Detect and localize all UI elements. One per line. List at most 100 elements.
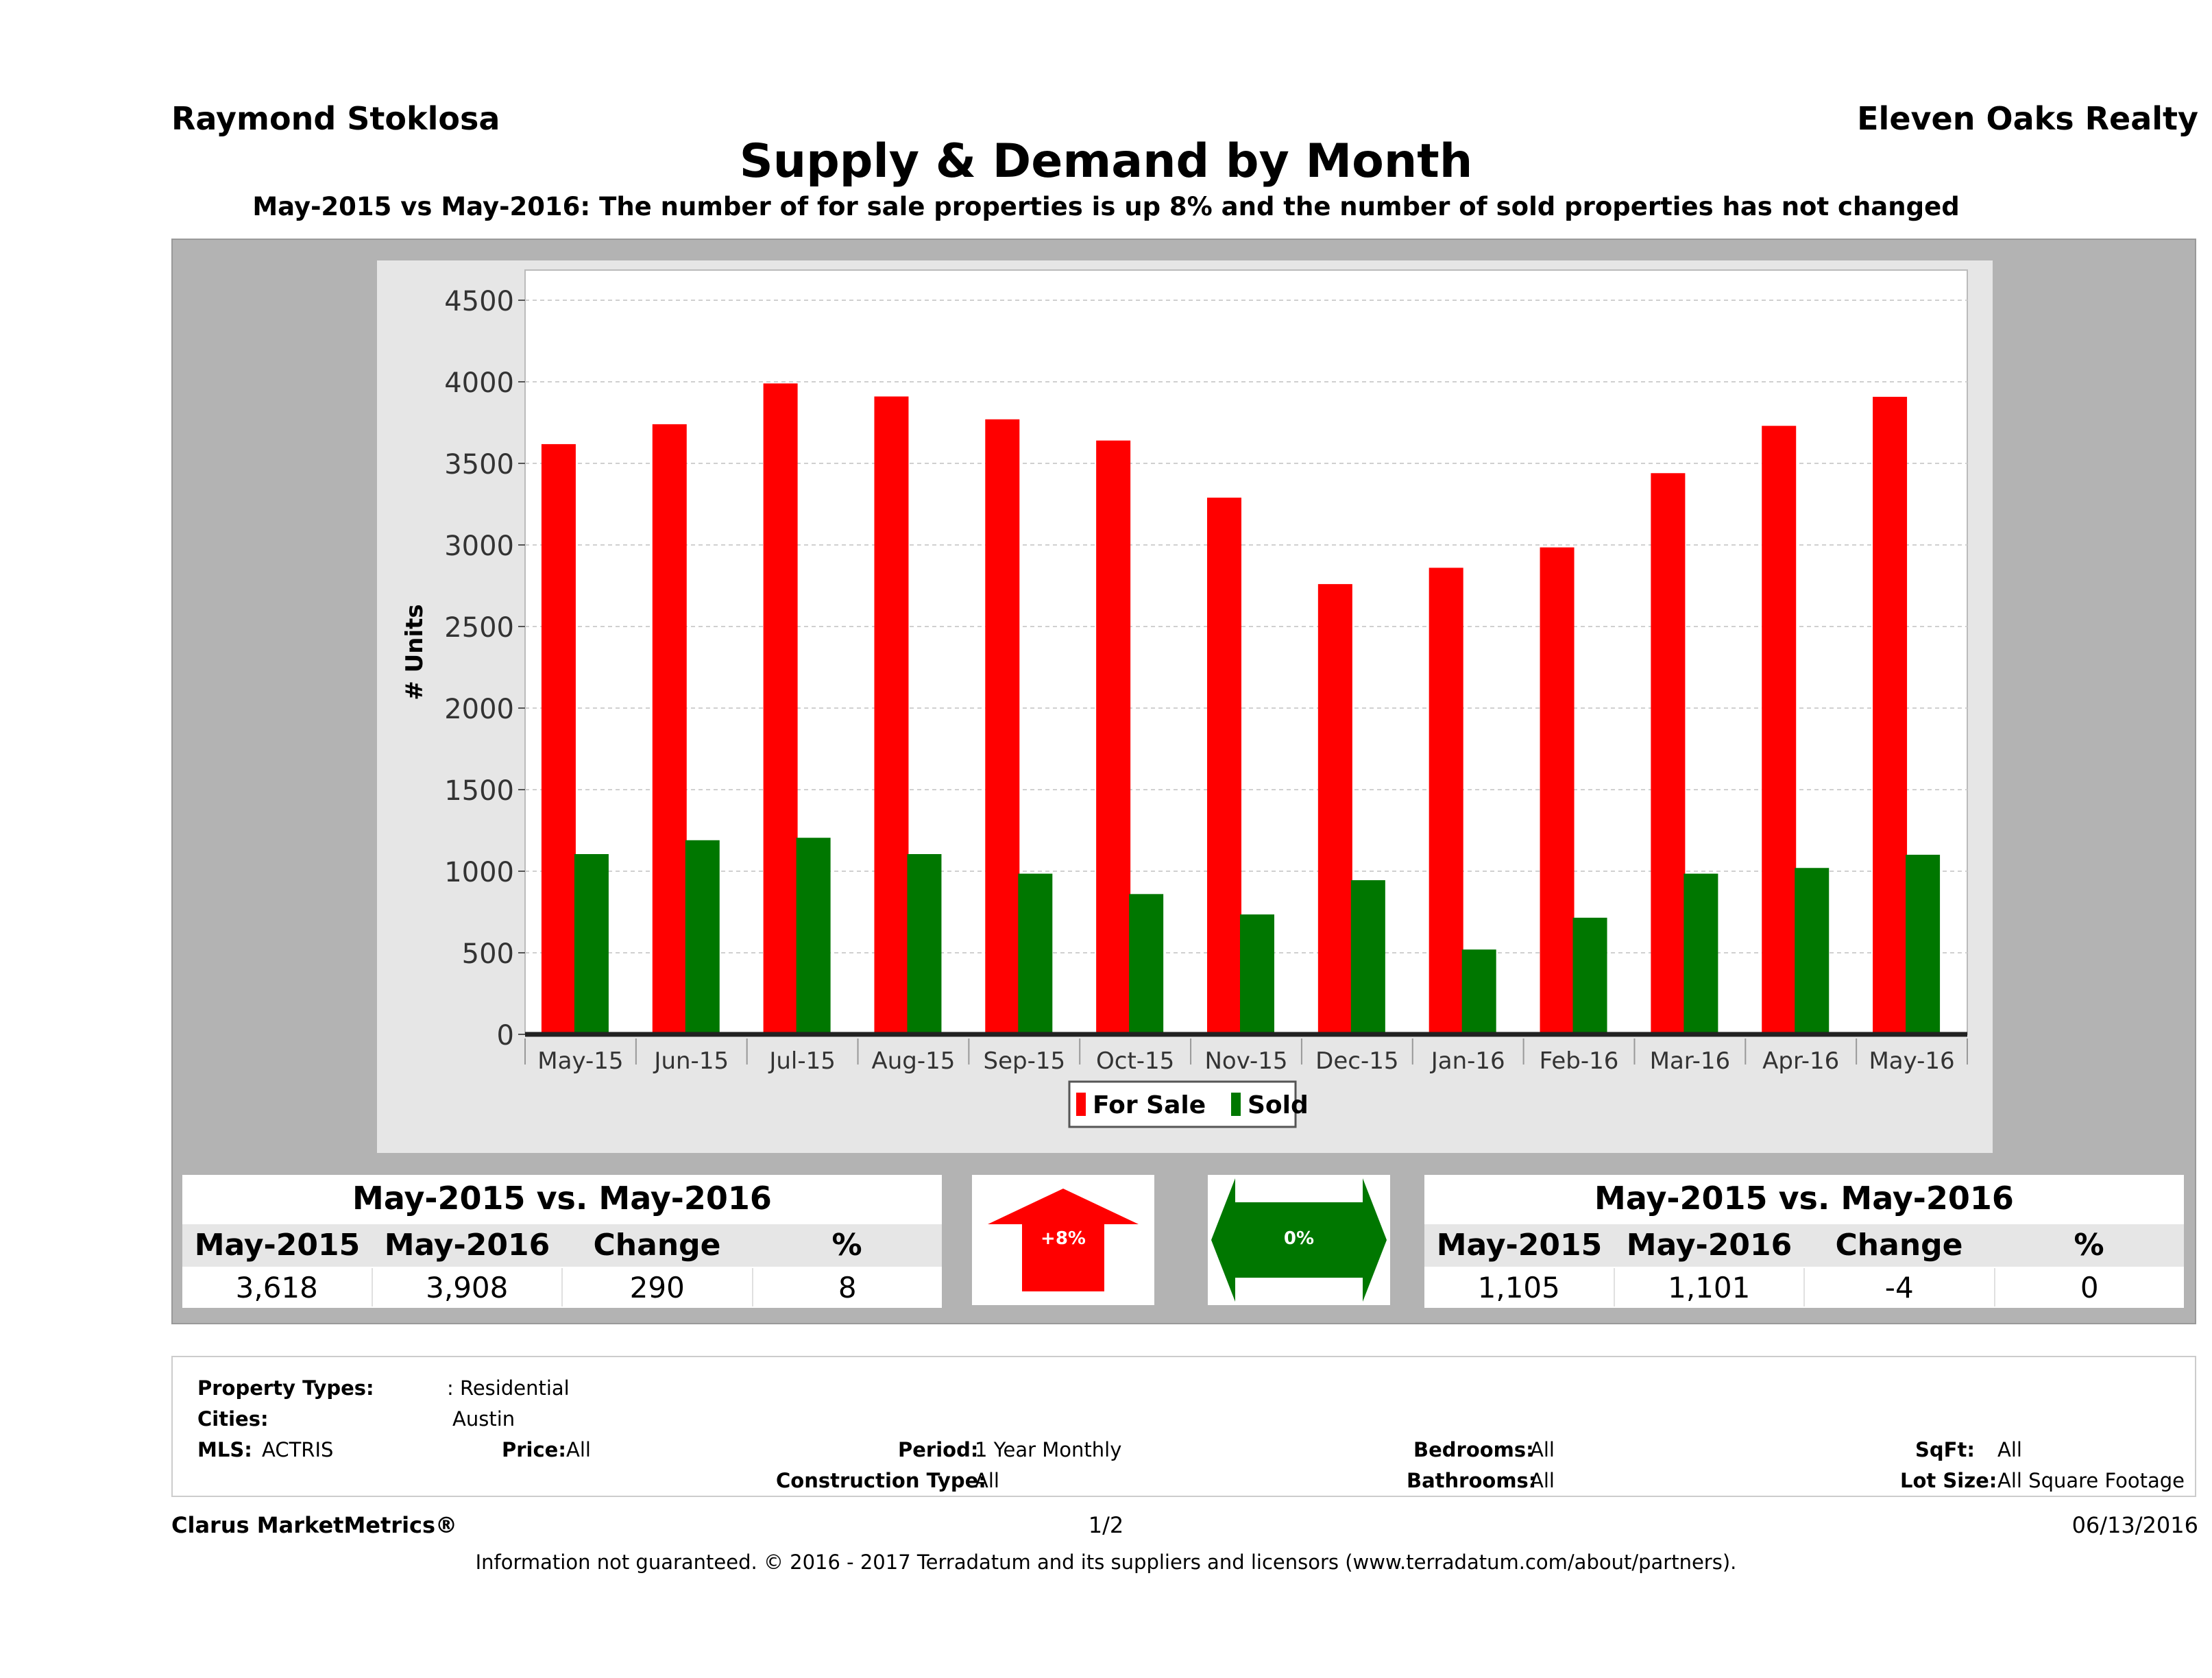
sold-summary-table: May-2015 vs. May-2016 May-2015 May-2016 … [1424, 1175, 2184, 1308]
y-tick-label: 3000 [444, 531, 514, 562]
legend-label: For Sale [1093, 1091, 1206, 1119]
for-sale-summary-table: May-2015 vs. May-2016 May-2015 May-2016 … [182, 1175, 942, 1308]
lot-size-value: All Square Footage [1997, 1469, 2185, 1492]
bar-sold [1018, 873, 1053, 1034]
table-cell: 3,618 [182, 1268, 373, 1306]
construction-type-label: Construction Type: [776, 1469, 986, 1492]
x-tick-label: Jun-15 [653, 1047, 729, 1075]
price-value: All [566, 1438, 591, 1461]
cities-label: Cities: [197, 1407, 269, 1431]
disclaimer: Information not guaranteed. © 2016 - 201… [475, 1551, 1737, 1574]
y-tick-label: 1000 [444, 857, 514, 888]
column-header: May-2015 [194, 1228, 361, 1263]
table-cell: 290 [563, 1268, 753, 1306]
bar-for-sale [652, 424, 687, 1034]
x-tick-label: Aug-15 [872, 1047, 956, 1075]
report-date: 06/13/2016 [2071, 1512, 2198, 1538]
period-label: Period: [898, 1438, 979, 1461]
report-title: Supply & Demand by Month [739, 134, 1473, 189]
bar-for-sale [763, 383, 798, 1034]
column-header: % [2074, 1228, 2104, 1263]
for-sale-summary-header-row: May-2015 May-2016 Change % [182, 1224, 942, 1267]
search-criteria-panel: Property Types: : Residential Cities: Au… [171, 1356, 2196, 1497]
bar-sold [1129, 894, 1164, 1034]
bar-for-sale [1651, 473, 1686, 1034]
sqft-label: SqFt: [1915, 1438, 1975, 1461]
y-tick-label: 0 [497, 1020, 514, 1051]
construction-type-value: All [975, 1469, 999, 1492]
legend-swatch [1231, 1093, 1241, 1116]
legend-box [1068, 1080, 1297, 1128]
x-tick-label: Apr-16 [1762, 1047, 1839, 1075]
bar-for-sale [1096, 440, 1131, 1034]
table-cell: 1,105 [1424, 1268, 1615, 1306]
mls-value: ACTRIS [262, 1438, 334, 1461]
y-tick-label: 3500 [444, 449, 514, 481]
legend-swatch [1076, 1093, 1086, 1116]
bedrooms-value: All [1530, 1438, 1555, 1461]
column-header: May-2016 [384, 1228, 550, 1263]
y-tick-label: 500 [462, 938, 514, 970]
column-header: May-2016 [1626, 1228, 1792, 1263]
x-tick-label: May-16 [1869, 1047, 1954, 1075]
bar-sold [1240, 914, 1274, 1034]
report-subtitle: May-2015 vs May-2016: The number of for … [252, 192, 1960, 221]
bar-sold [1795, 868, 1830, 1034]
x-tick-label: Oct-15 [1096, 1047, 1174, 1075]
for-sale-change-indicator: +8% [972, 1175, 1154, 1305]
arrow-up-icon [988, 1189, 1139, 1291]
period-value: 1 Year Monthly [975, 1438, 1122, 1461]
column-header: Change [1835, 1228, 1963, 1263]
x-tick-label: Jan-16 [1430, 1047, 1505, 1075]
sold-summary-title: May-2015 vs. May-2016 [1594, 1180, 2014, 1217]
bar-for-sale [1207, 497, 1241, 1034]
sqft-value: All [1997, 1438, 2022, 1461]
sold-summary-value-row: 1,105 1,101 -4 0 [1424, 1268, 2184, 1306]
company-name: Eleven Oaks Realty [1857, 100, 2198, 137]
sold-summary-header-row: May-2015 May-2016 Change % [1424, 1224, 2184, 1267]
bar-for-sale [1540, 547, 1575, 1034]
column-header: % [831, 1228, 862, 1263]
x-tick-label: Dec-15 [1315, 1047, 1398, 1075]
bar-sold [796, 838, 831, 1034]
sold-change-label: 0% [1283, 1228, 1315, 1249]
bar-sold [685, 840, 720, 1034]
for-sale-summary-value-row: 3,618 3,908 290 8 [182, 1268, 942, 1306]
for-sale-change-label: +8% [1041, 1228, 1086, 1249]
chart-area: 0 500 1000 1500 2000 2500 3000 3500 4000 4500 # Un… [377, 260, 1993, 1153]
y-axis-label: # Units [401, 604, 428, 700]
bar-for-sale [541, 443, 576, 1034]
sold-change-indicator: 0% [1208, 1175, 1390, 1305]
bar-sold [574, 854, 609, 1034]
x-tick-label: Mar-16 [1650, 1047, 1731, 1075]
bar-sold [1461, 949, 1496, 1034]
bathrooms-label: Bathrooms: [1407, 1469, 1537, 1492]
property-types-value: : Residential [447, 1376, 570, 1400]
y-tick-label: 2500 [444, 612, 514, 644]
supply-demand-bar-chart: 0 500 1000 1500 2000 2500 3000 3500 4000 4500 # Un… [401, 269, 1968, 1128]
mls-label: MLS: [197, 1438, 252, 1461]
price-label: Price: [502, 1438, 566, 1461]
table-cell: 8 [838, 1271, 857, 1304]
column-header: May-2015 [1436, 1228, 1603, 1263]
bar-for-sale [985, 419, 1020, 1034]
footer-brand: Clarus MarketMetrics® [171, 1512, 458, 1538]
table-cell: 3,908 [373, 1268, 563, 1306]
x-tick-label: Feb-16 [1540, 1047, 1619, 1075]
table-cell: 1,101 [1615, 1268, 1805, 1306]
x-tick-label: Jul-15 [768, 1047, 836, 1075]
y-tick-label: 1500 [444, 775, 514, 807]
double-arrow-icon [1211, 1178, 1387, 1302]
bar-for-sale [874, 396, 909, 1034]
bathrooms-value: All [1530, 1469, 1555, 1492]
property-types-label: Property Types: [197, 1376, 374, 1400]
y-tick-label: 4000 [444, 367, 514, 399]
bar-sold [1906, 854, 1941, 1034]
y-tick-label: 4500 [444, 286, 514, 317]
bar-for-sale [1317, 584, 1352, 1034]
lot-size-label: Lot Size: [1900, 1469, 1997, 1492]
column-header: Change [593, 1228, 721, 1263]
bar-sold [1684, 873, 1718, 1034]
table-cell: -4 [1805, 1268, 1995, 1306]
page-number: 1/2 [1088, 1512, 1124, 1538]
